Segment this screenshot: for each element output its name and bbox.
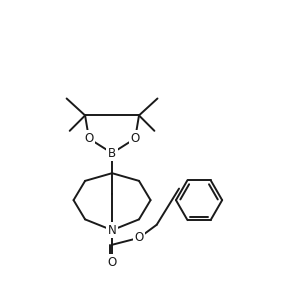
Text: O: O (84, 132, 93, 145)
Text: O: O (108, 256, 117, 269)
Text: O: O (134, 231, 144, 244)
Text: O: O (130, 132, 140, 145)
Text: B: B (108, 147, 116, 160)
Text: N: N (108, 224, 116, 237)
